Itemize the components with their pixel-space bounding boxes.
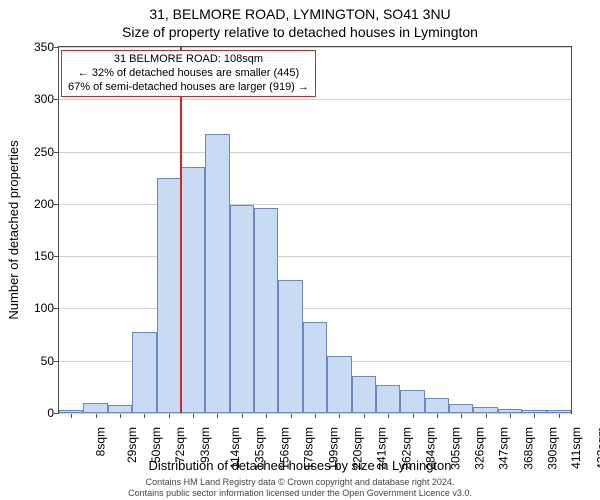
histogram-bar <box>303 322 327 413</box>
x-tick-mark <box>534 414 535 418</box>
histogram-bar <box>547 410 571 413</box>
property-marker-line <box>180 47 182 413</box>
x-tick-mark <box>96 414 97 418</box>
histogram-bar <box>327 356 351 414</box>
y-tick-mark <box>54 204 58 205</box>
histogram-bar <box>157 178 181 413</box>
histogram-bar <box>108 405 132 413</box>
x-tick-mark <box>144 414 145 418</box>
copyright-line2: Contains public sector information licen… <box>0 488 600 498</box>
y-tick-label: 100 <box>14 301 54 315</box>
y-tick-mark <box>54 99 58 100</box>
gridline <box>59 47 571 48</box>
x-tick-mark <box>217 414 218 418</box>
x-tick-mark <box>120 414 121 418</box>
property-infobox: 31 BELMORE ROAD: 108sqm ← 32% of detache… <box>61 50 316 97</box>
x-tick-mark <box>242 414 243 418</box>
x-tick-mark <box>461 414 462 418</box>
histogram-bar <box>254 208 278 413</box>
infobox-line2: ← 32% of detached houses are smaller (44… <box>68 67 309 81</box>
histogram-bar <box>352 376 376 413</box>
y-tick-label: 0 <box>14 406 54 420</box>
histogram-bar <box>473 407 497 413</box>
x-tick-mark <box>413 414 414 418</box>
x-axis-label: Distribution of detached houses by size … <box>0 458 600 473</box>
y-tick-label: 50 <box>14 354 54 368</box>
y-tick-mark <box>54 47 58 48</box>
gridline <box>59 204 571 205</box>
gridline <box>59 256 571 257</box>
histogram-bar <box>181 167 205 413</box>
histogram-bar <box>376 385 400 413</box>
y-tick-mark <box>54 256 58 257</box>
x-tick-mark <box>169 414 170 418</box>
x-tick-mark <box>388 414 389 418</box>
y-axis-label: Number of detached properties <box>6 140 21 319</box>
gridline <box>59 308 571 309</box>
histogram-bar <box>400 390 424 413</box>
x-tick-mark <box>364 414 365 418</box>
x-tick-mark <box>315 414 316 418</box>
plot-area: 31 BELMORE ROAD: 108sqm ← 32% of detache… <box>58 46 572 414</box>
address-line: 31, BELMORE ROAD, LYMINGTON, SO41 3NU <box>0 6 600 22</box>
y-tick-mark <box>54 152 58 153</box>
y-tick-mark <box>54 308 58 309</box>
histogram-bar <box>83 403 107 413</box>
x-tick-mark <box>291 414 292 418</box>
y-tick-mark <box>54 413 58 414</box>
x-tick-mark <box>339 414 340 418</box>
y-tick-label: 200 <box>14 197 54 211</box>
x-tick-mark <box>559 414 560 418</box>
y-tick-mark <box>54 361 58 362</box>
histogram-bar <box>449 404 473 413</box>
histogram-bar <box>230 205 254 413</box>
histogram-bar <box>278 280 302 413</box>
histogram-bar <box>132 332 156 413</box>
histogram-bar <box>205 134 229 413</box>
subtitle: Size of property relative to detached ho… <box>0 24 600 40</box>
x-tick-mark <box>437 414 438 418</box>
x-tick-mark <box>266 414 267 418</box>
y-tick-label: 250 <box>14 145 54 159</box>
y-tick-label: 350 <box>14 40 54 54</box>
histogram-bar <box>59 410 83 413</box>
x-tick-mark <box>486 414 487 418</box>
chart-container: 31, BELMORE ROAD, LYMINGTON, SO41 3NU Si… <box>0 0 600 500</box>
infobox-line1: 31 BELMORE ROAD: 108sqm <box>68 53 309 67</box>
gridline <box>59 99 571 100</box>
x-tick-mark <box>71 414 72 418</box>
histogram-bar <box>425 398 449 413</box>
y-tick-label: 300 <box>14 92 54 106</box>
copyright-footer: Contains HM Land Registry data © Crown c… <box>0 477 600 498</box>
copyright-line1: Contains HM Land Registry data © Crown c… <box>0 477 600 487</box>
x-tick-mark <box>193 414 194 418</box>
gridline <box>59 152 571 153</box>
x-tick-mark <box>510 414 511 418</box>
x-tick-label: 8sqm <box>94 427 108 456</box>
histogram-bar <box>498 409 522 413</box>
infobox-line3: 67% of semi-detached houses are larger (… <box>68 81 309 95</box>
y-tick-label: 150 <box>14 249 54 263</box>
histogram-bar <box>522 410 546 413</box>
